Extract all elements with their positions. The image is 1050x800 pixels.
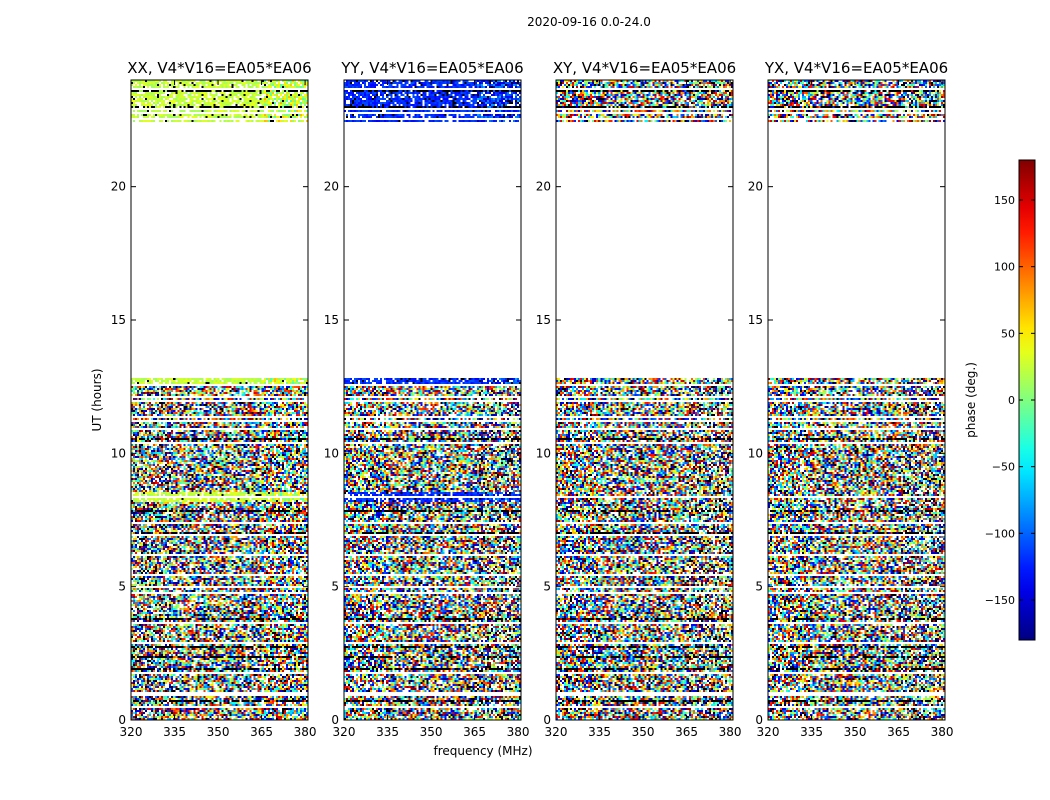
panel-yx: YX, V4*V16=EA05*EA06 320 335 350 365 380 0 5 10 1… — [748, 59, 954, 739]
colorbar-tick-label: −50 — [992, 461, 1015, 474]
x-tick-label: 335 — [163, 725, 186, 739]
x-tick-label: 320 — [545, 725, 568, 739]
colorbar-tick-label: 0 — [1008, 394, 1015, 407]
y-tick-label: 5 — [543, 580, 551, 594]
panel-yy: YY, V4*V16=EA05*EA06 320 335 350 365 380 0 5 10 1… — [324, 59, 530, 739]
y-tick-label: 10 — [324, 446, 339, 460]
panels: XX, V4*V16=EA05*EA06 320 335 350 365 380 0 5 10 1… — [111, 59, 954, 739]
x-tick-label: 380 — [294, 725, 317, 739]
heatmap-xy — [556, 80, 733, 720]
y-tick-label: 10 — [536, 446, 551, 460]
y-tick-label: 20 — [536, 180, 551, 194]
y-tick-label: 10 — [111, 446, 126, 460]
panel-xx: XX, V4*V16=EA05*EA06 320 335 350 365 380 0 5 10 1… — [111, 59, 317, 739]
y-tick-label: 0 — [118, 713, 126, 727]
x-tick-label: 365 — [675, 725, 698, 739]
x-tick-label: 380 — [507, 725, 530, 739]
y-tick-label: 20 — [324, 180, 339, 194]
heatmap-yy — [344, 80, 521, 720]
x-tick-label: 320 — [120, 725, 143, 739]
x-tick-label: 365 — [887, 725, 910, 739]
x-tick-label: 320 — [757, 725, 780, 739]
y-tick-label: 15 — [324, 313, 339, 327]
x-tick-label: 380 — [931, 725, 954, 739]
panel-xy: XY, V4*V16=EA05*EA06 320 335 350 365 380 0 5 10 1… — [536, 59, 742, 739]
colorbar-tick-label: 150 — [994, 194, 1015, 207]
y-tick-label: 20 — [111, 180, 126, 194]
panel-frame — [767, 79, 946, 721]
x-tick-label: 350 — [632, 725, 655, 739]
panel-title: YX, V4*V16=EA05*EA06 — [764, 59, 948, 77]
x-tick-label: 350 — [420, 725, 443, 739]
colorbar: −150 −100 −50 0 50 100 150 phase (deg.) — [964, 159, 1036, 641]
panel-frame — [555, 79, 734, 721]
x-tick-label: 365 — [250, 725, 273, 739]
y-tick-label: 0 — [755, 713, 763, 727]
y-tick-label: 10 — [748, 446, 763, 460]
y-tick-label: 0 — [331, 713, 339, 727]
panel-title: YY, V4*V16=EA05*EA06 — [340, 59, 523, 77]
y-axis-label: UT (hours) — [90, 368, 104, 431]
x-tick-label: 350 — [207, 725, 230, 739]
panel-title: XX, V4*V16=EA05*EA06 — [127, 59, 311, 77]
colorbar-label: phase (deg.) — [964, 362, 978, 438]
panel-frame — [130, 79, 309, 721]
x-tick-label: 365 — [463, 725, 486, 739]
figure-title: 2020-09-16 0.0-24.0 — [527, 15, 651, 29]
y-tick-label: 15 — [748, 313, 763, 327]
y-tick-label: 20 — [748, 180, 763, 194]
colorbar-tick-label: −150 — [985, 594, 1015, 607]
colorbar-tick-label: 50 — [1001, 327, 1015, 340]
colorbar-tick-label: 100 — [994, 261, 1015, 274]
y-tick-label: 5 — [118, 580, 126, 594]
heatmap-xx — [131, 80, 308, 720]
x-tick-label: 380 — [719, 725, 742, 739]
y-tick-label: 15 — [536, 313, 551, 327]
x-axis-label: frequency (MHz) — [433, 744, 532, 758]
heatmap-yx — [768, 80, 945, 720]
x-tick-label: 320 — [333, 725, 356, 739]
colorbar-tick-label: −100 — [985, 527, 1015, 540]
y-tick-label: 5 — [755, 580, 763, 594]
x-tick-label: 350 — [844, 725, 867, 739]
y-tick-label: 5 — [331, 580, 339, 594]
x-tick-label: 335 — [588, 725, 611, 739]
panel-frame — [343, 79, 522, 721]
x-tick-label: 335 — [800, 725, 823, 739]
y-tick-label: 0 — [543, 713, 551, 727]
x-tick-label: 335 — [376, 725, 399, 739]
panel-title: XY, V4*V16=EA05*EA06 — [553, 59, 736, 77]
y-tick-label: 15 — [111, 313, 126, 327]
